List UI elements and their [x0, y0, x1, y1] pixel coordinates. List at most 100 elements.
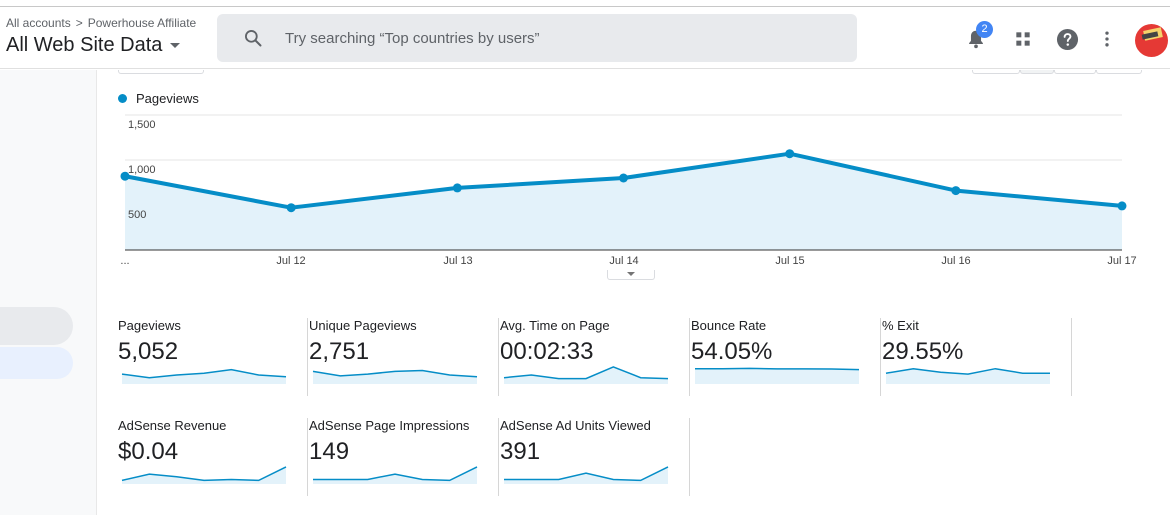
chart-control-button[interactable]	[1096, 70, 1142, 74]
x-tick-label: Jul 13	[443, 255, 473, 267]
sparkline-area	[313, 466, 477, 484]
data-point	[120, 171, 130, 181]
search-placeholder: Try searching “Top countries by users”	[285, 29, 540, 47]
chart-control-button[interactable]	[1054, 70, 1096, 74]
data-point	[452, 183, 462, 193]
metric-value: 149	[309, 438, 350, 465]
x-tick-label: Jul 12	[276, 255, 306, 267]
sparkline	[313, 466, 478, 484]
x-tick-label: ...	[120, 255, 130, 267]
search-icon	[245, 30, 262, 47]
metric-tile-adsense-page-impressions[interactable]: AdSense Page Impressions 149	[309, 418, 499, 496]
metric-tile-exit[interactable]: % Exit 29.55%	[882, 318, 1072, 396]
sparkline-area	[504, 466, 668, 484]
apps-icon	[1016, 32, 1030, 46]
notifications-button[interactable]: 2	[964, 21, 993, 51]
tile-divider	[1071, 318, 1072, 396]
nav-item-active[interactable]	[0, 347, 73, 379]
chart-collapse-handle[interactable]	[607, 270, 655, 280]
x-tick-label: Jul 15	[775, 255, 805, 267]
metric-label: Bounce Rate	[691, 318, 767, 333]
data-point	[951, 186, 961, 196]
chart-control-button[interactable]	[972, 70, 1020, 74]
metric-label: Unique Pageviews	[309, 318, 417, 333]
legend-label: Pageviews	[136, 91, 199, 106]
metric-tile-unique-pageviews[interactable]: Unique Pageviews 2,751	[309, 318, 499, 396]
sparkline	[885, 367, 1050, 384]
sparkline-area	[122, 369, 286, 384]
data-point	[785, 149, 795, 159]
property-selector[interactable]: All Web Site Data	[6, 34, 181, 57]
sparkline	[121, 368, 287, 384]
metric-label: AdSense Ad Units Viewed	[500, 418, 651, 433]
y-tick-label: 500	[128, 209, 147, 221]
sparkline	[312, 369, 478, 384]
tile-divider	[307, 418, 308, 496]
sparkline-line	[695, 367, 860, 371]
legend-dot	[118, 94, 127, 103]
metric-label: Avg. Time on Page	[500, 318, 610, 333]
nav-item[interactable]	[0, 307, 73, 345]
chart-control-button-active[interactable]	[1020, 70, 1054, 74]
metric-label: Pageviews	[118, 318, 181, 333]
sparkline-line	[121, 466, 287, 482]
top-border	[0, 6, 1170, 7]
more-options-button[interactable]	[1095, 27, 1119, 51]
x-tick-label: Jul 16	[941, 255, 971, 267]
sparkline	[121, 466, 287, 484]
sparkline-line	[885, 367, 1050, 375]
metric-tile-bounce-rate[interactable]: Bounce Rate 54.05%	[691, 318, 881, 396]
breadcrumb-all-accounts[interactable]: All accounts	[6, 16, 71, 30]
apps-button[interactable]	[1011, 27, 1035, 51]
metric-value: 00:02:33	[500, 338, 594, 365]
sparkline	[503, 366, 669, 384]
notification-badge: 2	[976, 21, 993, 38]
metric-value: 29.55%	[882, 338, 964, 365]
metric-label: AdSense Revenue	[118, 418, 227, 433]
data-point	[619, 173, 628, 183]
y-tick-label: 1,500	[128, 119, 156, 131]
tile-divider	[498, 418, 499, 496]
metric-tile-avg-time-on-page[interactable]: Avg. Time on Page 00:02:33	[500, 318, 690, 396]
tile-divider	[689, 418, 690, 496]
pageviews-chart[interactable]: 1,500 1,000 500 ... Jul 12 Jul 13 Jul 14…	[116, 112, 1146, 272]
app-header: All accounts > Powerhouse Affiliate All We…	[0, 7, 1170, 69]
help-button[interactable]	[1055, 27, 1079, 51]
data-point	[1117, 201, 1127, 211]
x-tick-label: Jul 17	[1107, 255, 1137, 267]
tile-divider	[689, 318, 690, 396]
sparkline-area	[313, 370, 477, 384]
help-icon	[1056, 28, 1078, 50]
line-chart	[120, 114, 1127, 251]
sparkline-area	[695, 368, 859, 384]
metric-value: 54.05%	[691, 338, 773, 365]
metric-value: 5,052	[118, 338, 179, 365]
chevron-down-icon	[627, 272, 635, 276]
sparkline	[504, 466, 669, 484]
left-nav-panel	[0, 70, 97, 515]
breadcrumb-separator: >	[75, 16, 83, 30]
metric-value: 2,751	[309, 338, 370, 365]
metric-tile-adsense-ad-units-viewed[interactable]: AdSense Ad Units Viewed 391	[500, 418, 690, 496]
search-bar[interactable]: Try searching “Top countries by users”	[217, 14, 857, 62]
breadcrumb-account[interactable]: Powerhouse Affiliate	[87, 16, 197, 30]
metric-label: % Exit	[882, 318, 919, 333]
avatar[interactable]	[1135, 24, 1168, 57]
sparkline-line	[121, 368, 287, 379]
metric-tile-adsense-revenue[interactable]: AdSense Revenue $0.04	[118, 418, 308, 496]
more-vert-icon	[1105, 31, 1109, 47]
metric-value: 391	[500, 438, 541, 465]
chart-legend: Pageviews	[118, 91, 199, 106]
property-name: All Web Site Data	[6, 34, 163, 56]
y-tick-label: 1,000	[128, 164, 156, 176]
x-tick-label: Jul 14	[609, 255, 639, 267]
sparkline-area	[122, 466, 286, 484]
sparkline-line	[504, 466, 669, 482]
metric-tile-pageviews[interactable]: Pageviews 5,052	[118, 318, 308, 396]
sparkline-line	[503, 366, 669, 380]
sparkline-area	[886, 368, 1050, 384]
area-fill	[125, 153, 1122, 250]
tile-divider	[498, 318, 499, 396]
tile-divider	[307, 318, 308, 396]
date-range-control[interactable]	[118, 70, 204, 74]
